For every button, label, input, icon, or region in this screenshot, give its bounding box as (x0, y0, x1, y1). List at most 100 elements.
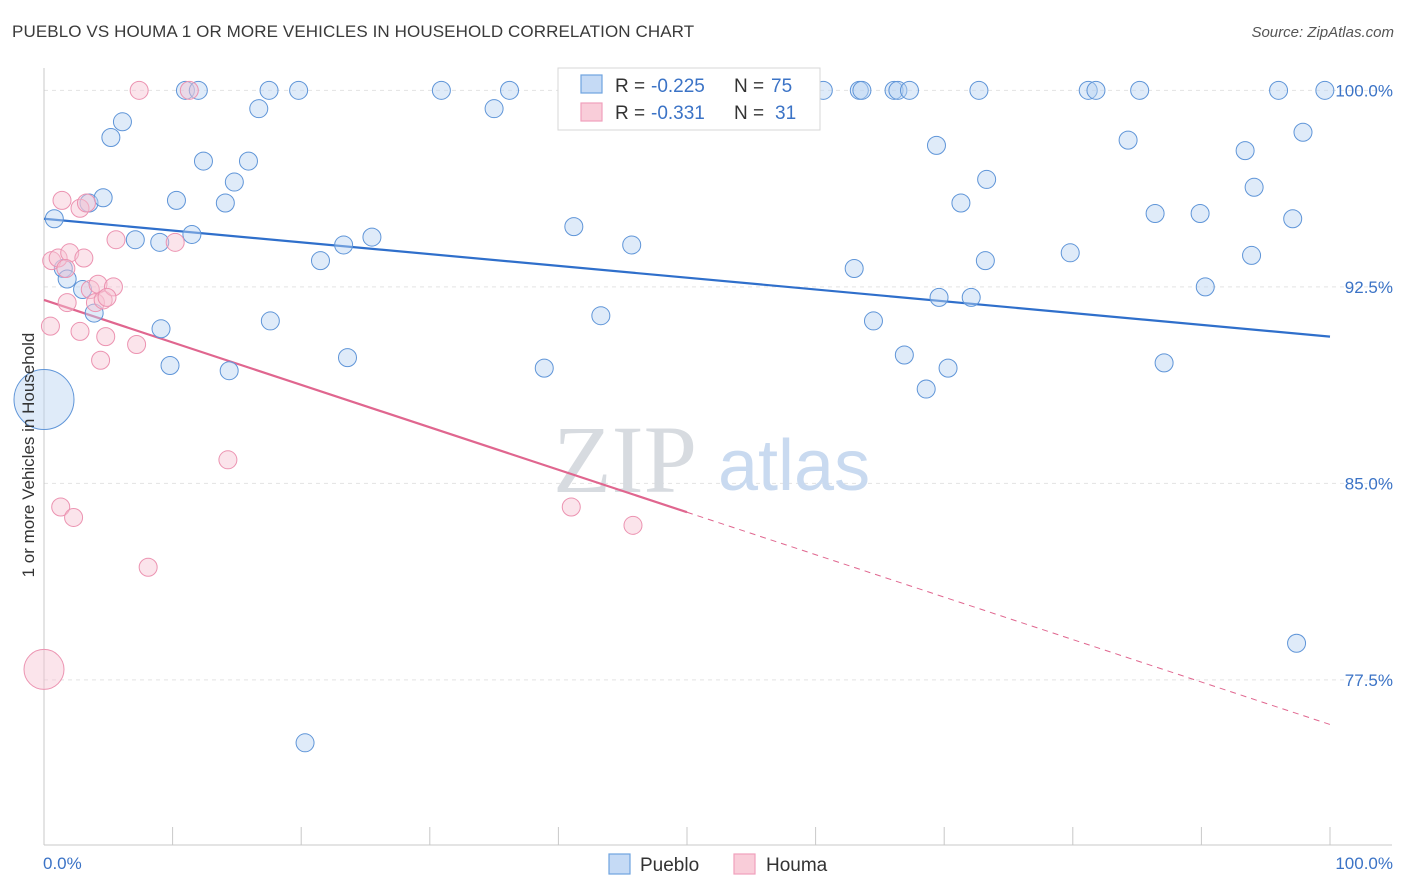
x-tick-label-min: 0.0% (43, 854, 82, 873)
watermark: ZIP atlas (553, 406, 870, 513)
axes (43, 68, 1392, 846)
houma-point-18 (96, 327, 116, 347)
houma-point-21 (127, 335, 147, 355)
pueblo-point-3 (57, 269, 77, 289)
legend-pueblo-n-label: N = (734, 76, 764, 97)
houma-point-20 (106, 230, 126, 250)
pueblo-point-28 (310, 251, 330, 271)
houma-point-8 (64, 507, 84, 527)
y-tick-label-2: 85.0% (1345, 474, 1393, 493)
pueblo-point-67 (1235, 141, 1255, 161)
pueblo-point-52 (938, 358, 958, 378)
houma-point-29 (97, 287, 117, 307)
houma-point-11 (74, 248, 94, 268)
pueblo-point-44 (888, 80, 908, 100)
legend-pueblo-r-value: -0.225 (651, 76, 705, 97)
pueblo-point-53 (951, 193, 971, 213)
pueblo-point-4 (73, 279, 93, 299)
pueblo-point-60 (1086, 80, 1106, 100)
trend-lines (43, 217, 1331, 725)
y-axis-title: 1 or more Vehicles in Household (19, 333, 38, 578)
pueblo-point-73 (1293, 122, 1313, 142)
legend-pueblo-n-value: 75 (771, 76, 792, 97)
pueblo-point-26 (289, 80, 309, 100)
pueblo-point-25 (260, 311, 280, 331)
pueblo-point-7 (93, 188, 113, 208)
houma-point-27 (561, 497, 581, 517)
pueblo-point-46 (844, 259, 864, 279)
pueblo-point-36 (564, 217, 584, 237)
pueblo-point-59 (1078, 80, 1098, 100)
pueblo-point-47 (863, 311, 883, 331)
houma-point-24 (165, 232, 185, 252)
pueblo-point-62 (1130, 80, 1150, 100)
pueblo-point-51 (929, 287, 949, 307)
houma-point-1 (40, 316, 60, 336)
legend-pueblo-r-label: R = (615, 76, 645, 97)
pueblo-point-16 (182, 224, 202, 244)
bottom-legend: Pueblo Houma (608, 853, 828, 876)
pueblo-point-70 (1269, 80, 1289, 100)
pueblo-point-32 (431, 80, 451, 100)
pueblo-point-30 (337, 348, 357, 368)
pueblo-point-50 (926, 135, 946, 155)
houma-point-14 (85, 293, 105, 313)
houma-points (23, 80, 643, 690)
correlation-legend: R = -0.225 N = 75 R = -0.331 N = 31 (557, 67, 821, 131)
pueblo-point-49 (916, 379, 936, 399)
pueblo-point-13 (160, 355, 180, 375)
pueblo-point-66 (1195, 277, 1215, 297)
bottom-legend-houma-swatch (733, 853, 756, 875)
pueblo-point-1 (44, 209, 64, 229)
houma-trend-line (43, 298, 688, 514)
y-tick-label-3: 77.5% (1345, 671, 1393, 690)
pueblo-point-74 (1315, 80, 1335, 100)
houma-point-23 (138, 557, 158, 577)
pueblo-point-0 (13, 369, 75, 431)
pueblo-point-24 (259, 80, 279, 100)
houma-point-28 (623, 515, 643, 535)
pueblo-point-23 (249, 99, 269, 119)
pueblo-trend-line (43, 217, 1331, 338)
pueblo-point-12 (151, 319, 171, 339)
houma-point-3 (48, 248, 68, 268)
pueblo-point-71 (1287, 633, 1307, 653)
bottom-legend-houma-label: Houma (766, 855, 828, 876)
pueblo-point-11 (150, 232, 170, 252)
pueblo-point-29 (334, 235, 354, 255)
pueblo-point-31 (362, 227, 382, 247)
legend-houma-r-label: R = (615, 103, 645, 124)
houma-point-15 (88, 274, 108, 294)
houma-point-6 (57, 293, 77, 313)
houma-trend-extension (686, 511, 1331, 725)
pueblo-point-14 (166, 190, 186, 210)
legend-houma-r-value: -0.331 (651, 103, 705, 124)
houma-point-26 (218, 450, 238, 470)
houma-point-5 (52, 190, 72, 210)
houma-point-4 (51, 497, 71, 517)
pueblo-point-45 (899, 80, 919, 100)
pueblo-point-56 (977, 169, 997, 189)
pueblo-point-27 (295, 733, 315, 753)
pueblo-point-37 (591, 306, 611, 326)
pueblo-point-57 (975, 251, 995, 271)
pueblo-point-10 (125, 230, 145, 250)
source-label: Source: ZipAtlas.com (1251, 24, 1394, 41)
houma-point-19 (103, 277, 123, 297)
legend-houma-n-value: 31 (775, 103, 796, 124)
pueblo-point-61 (1118, 130, 1138, 150)
y-tick-label-1: 92.5% (1345, 278, 1393, 297)
pueblo-point-48 (894, 345, 914, 365)
pueblo-point-72 (1283, 209, 1303, 229)
legend-houma-n-label: N = (734, 103, 764, 124)
watermark-zip: ZIP (553, 406, 697, 513)
pueblo-points (13, 80, 1335, 753)
pueblo-point-21 (224, 172, 244, 192)
houma-point-30 (56, 259, 76, 279)
gridlines (44, 89, 1392, 681)
houma-point-9 (70, 198, 90, 218)
chart-title: PUEBLO VS HOUMA 1 OR MORE VEHICLES IN HO… (12, 22, 695, 41)
pueblo-point-58 (1060, 243, 1080, 263)
pueblo-point-55 (969, 80, 989, 100)
